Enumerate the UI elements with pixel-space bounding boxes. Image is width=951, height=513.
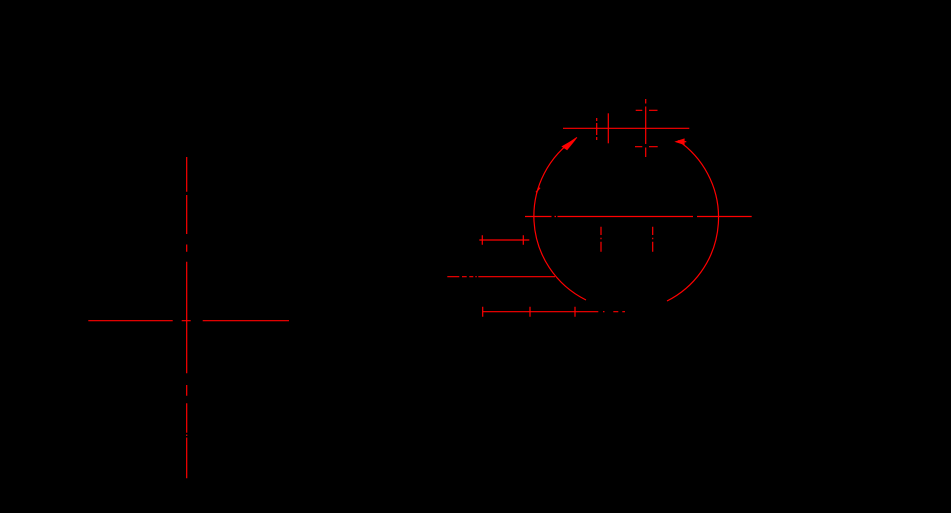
- arc-tick-upper-left[interactable]: [535, 187, 541, 193]
- circle-left-arc[interactable]: [533, 136, 587, 301]
- arc-arrowhead-left[interactable]: [561, 138, 576, 151]
- upper-center-cross-dashes[interactable]: [635, 109, 658, 148]
- arc-arrowhead-right[interactable]: [674, 138, 685, 146]
- dimension-line-upper-with-ticks[interactable]: [479, 235, 530, 245]
- circle-right-arc[interactable]: [666, 140, 720, 302]
- dimension-line-lower-with-ticks[interactable]: [482, 306, 625, 317]
